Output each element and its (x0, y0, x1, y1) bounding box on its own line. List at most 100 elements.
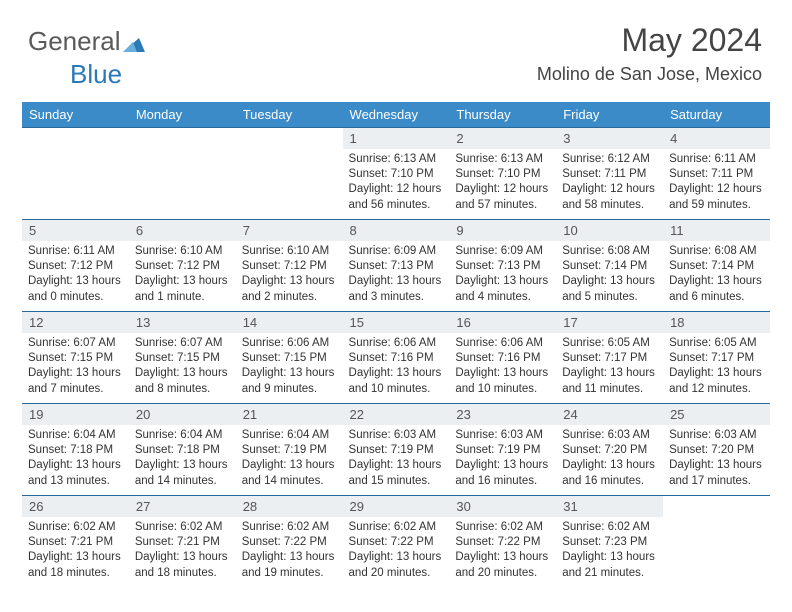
calendar-day-cell (129, 128, 236, 220)
calendar-day-cell: 29Sunrise: 6:02 AMSunset: 7:22 PMDayligh… (343, 496, 450, 588)
calendar-day-cell: 3Sunrise: 6:12 AMSunset: 7:11 PMDaylight… (556, 128, 663, 220)
day-details: Sunrise: 6:03 AMSunset: 7:20 PMDaylight:… (663, 425, 770, 493)
calendar-day-cell (663, 496, 770, 588)
day-number: 19 (22, 404, 129, 425)
calendar-day-cell: 7Sunrise: 6:10 AMSunset: 7:12 PMDaylight… (236, 220, 343, 312)
day-number: 20 (129, 404, 236, 425)
day-details: Sunrise: 6:09 AMSunset: 7:13 PMDaylight:… (449, 241, 556, 309)
calendar-day-cell: 19Sunrise: 6:04 AMSunset: 7:18 PMDayligh… (22, 404, 129, 496)
day-number: 14 (236, 312, 343, 333)
calendar-day-cell: 28Sunrise: 6:02 AMSunset: 7:22 PMDayligh… (236, 496, 343, 588)
day-number: 15 (343, 312, 450, 333)
calendar-week-row: 19Sunrise: 6:04 AMSunset: 7:18 PMDayligh… (22, 404, 770, 496)
weekday-header-row: Sunday Monday Tuesday Wednesday Thursday… (22, 102, 770, 128)
calendar-day-cell: 17Sunrise: 6:05 AMSunset: 7:17 PMDayligh… (556, 312, 663, 404)
day-number: 22 (343, 404, 450, 425)
calendar-day-cell: 23Sunrise: 6:03 AMSunset: 7:19 PMDayligh… (449, 404, 556, 496)
day-number: 8 (343, 220, 450, 241)
calendar-day-cell: 18Sunrise: 6:05 AMSunset: 7:17 PMDayligh… (663, 312, 770, 404)
day-number: 5 (22, 220, 129, 241)
calendar-day-cell: 26Sunrise: 6:02 AMSunset: 7:21 PMDayligh… (22, 496, 129, 588)
brand-part2: Blue (70, 59, 122, 89)
calendar-day-cell: 5Sunrise: 6:11 AMSunset: 7:12 PMDaylight… (22, 220, 129, 312)
day-details: Sunrise: 6:10 AMSunset: 7:12 PMDaylight:… (129, 241, 236, 309)
day-details: Sunrise: 6:08 AMSunset: 7:14 PMDaylight:… (556, 241, 663, 309)
day-number: 27 (129, 496, 236, 517)
day-number: 2 (449, 128, 556, 149)
day-details: Sunrise: 6:11 AMSunset: 7:12 PMDaylight:… (22, 241, 129, 309)
day-number: 6 (129, 220, 236, 241)
calendar-day-cell: 14Sunrise: 6:06 AMSunset: 7:15 PMDayligh… (236, 312, 343, 404)
day-details: Sunrise: 6:06 AMSunset: 7:15 PMDaylight:… (236, 333, 343, 401)
calendar-day-cell: 15Sunrise: 6:06 AMSunset: 7:16 PMDayligh… (343, 312, 450, 404)
calendar-week-row: 5Sunrise: 6:11 AMSunset: 7:12 PMDaylight… (22, 220, 770, 312)
day-details: Sunrise: 6:09 AMSunset: 7:13 PMDaylight:… (343, 241, 450, 309)
day-number: 4 (663, 128, 770, 149)
calendar-day-cell: 25Sunrise: 6:03 AMSunset: 7:20 PMDayligh… (663, 404, 770, 496)
day-number: 25 (663, 404, 770, 425)
calendar-day-cell: 6Sunrise: 6:10 AMSunset: 7:12 PMDaylight… (129, 220, 236, 312)
weekday-header: Tuesday (236, 102, 343, 128)
calendar-day-cell (236, 128, 343, 220)
day-details: Sunrise: 6:02 AMSunset: 7:22 PMDaylight:… (343, 517, 450, 585)
calendar-day-cell: 8Sunrise: 6:09 AMSunset: 7:13 PMDaylight… (343, 220, 450, 312)
day-number: 21 (236, 404, 343, 425)
day-number: 16 (449, 312, 556, 333)
day-details: Sunrise: 6:03 AMSunset: 7:19 PMDaylight:… (449, 425, 556, 493)
calendar-week-row: 26Sunrise: 6:02 AMSunset: 7:21 PMDayligh… (22, 496, 770, 588)
calendar-day-cell: 24Sunrise: 6:03 AMSunset: 7:20 PMDayligh… (556, 404, 663, 496)
calendar-day-cell: 13Sunrise: 6:07 AMSunset: 7:15 PMDayligh… (129, 312, 236, 404)
day-number: 11 (663, 220, 770, 241)
day-details: Sunrise: 6:05 AMSunset: 7:17 PMDaylight:… (663, 333, 770, 401)
day-details: Sunrise: 6:13 AMSunset: 7:10 PMDaylight:… (449, 149, 556, 217)
weekday-header: Wednesday (343, 102, 450, 128)
day-details: Sunrise: 6:11 AMSunset: 7:11 PMDaylight:… (663, 149, 770, 217)
day-details: Sunrise: 6:02 AMSunset: 7:21 PMDaylight:… (22, 517, 129, 585)
day-number: 12 (22, 312, 129, 333)
calendar-day-cell: 1Sunrise: 6:13 AMSunset: 7:10 PMDaylight… (343, 128, 450, 220)
day-number: 26 (22, 496, 129, 517)
weekday-header: Friday (556, 102, 663, 128)
day-details: Sunrise: 6:06 AMSunset: 7:16 PMDaylight:… (449, 333, 556, 401)
day-number: 29 (343, 496, 450, 517)
page-subtitle: Molino de San Jose, Mexico (537, 64, 762, 85)
day-details: Sunrise: 6:07 AMSunset: 7:15 PMDaylight:… (129, 333, 236, 401)
day-details: Sunrise: 6:12 AMSunset: 7:11 PMDaylight:… (556, 149, 663, 217)
calendar-day-cell: 31Sunrise: 6:02 AMSunset: 7:23 PMDayligh… (556, 496, 663, 588)
day-details: Sunrise: 6:04 AMSunset: 7:18 PMDaylight:… (129, 425, 236, 493)
day-number: 28 (236, 496, 343, 517)
calendar-week-row: 12Sunrise: 6:07 AMSunset: 7:15 PMDayligh… (22, 312, 770, 404)
day-details: Sunrise: 6:02 AMSunset: 7:23 PMDaylight:… (556, 517, 663, 585)
day-details: Sunrise: 6:02 AMSunset: 7:22 PMDaylight:… (236, 517, 343, 585)
calendar-day-cell: 20Sunrise: 6:04 AMSunset: 7:18 PMDayligh… (129, 404, 236, 496)
day-number: 18 (663, 312, 770, 333)
day-details: Sunrise: 6:06 AMSunset: 7:16 PMDaylight:… (343, 333, 450, 401)
day-details: Sunrise: 6:13 AMSunset: 7:10 PMDaylight:… (343, 149, 450, 217)
day-number: 10 (556, 220, 663, 241)
logo-triangle-icon (123, 28, 145, 59)
day-details: Sunrise: 6:02 AMSunset: 7:21 PMDaylight:… (129, 517, 236, 585)
brand-logo: General Blue (28, 26, 145, 90)
calendar-day-cell: 4Sunrise: 6:11 AMSunset: 7:11 PMDaylight… (663, 128, 770, 220)
day-number: 31 (556, 496, 663, 517)
day-number: 13 (129, 312, 236, 333)
calendar-week-row: 1Sunrise: 6:13 AMSunset: 7:10 PMDaylight… (22, 128, 770, 220)
calendar-day-cell: 22Sunrise: 6:03 AMSunset: 7:19 PMDayligh… (343, 404, 450, 496)
weekday-header: Saturday (663, 102, 770, 128)
day-details: Sunrise: 6:04 AMSunset: 7:18 PMDaylight:… (22, 425, 129, 493)
weekday-header: Monday (129, 102, 236, 128)
day-number: 23 (449, 404, 556, 425)
day-number: 30 (449, 496, 556, 517)
day-number: 24 (556, 404, 663, 425)
day-details: Sunrise: 6:03 AMSunset: 7:20 PMDaylight:… (556, 425, 663, 493)
calendar-day-cell: 27Sunrise: 6:02 AMSunset: 7:21 PMDayligh… (129, 496, 236, 588)
calendar-day-cell: 9Sunrise: 6:09 AMSunset: 7:13 PMDaylight… (449, 220, 556, 312)
day-details: Sunrise: 6:03 AMSunset: 7:19 PMDaylight:… (343, 425, 450, 493)
calendar-day-cell: 2Sunrise: 6:13 AMSunset: 7:10 PMDaylight… (449, 128, 556, 220)
day-number: 1 (343, 128, 450, 149)
day-number: 17 (556, 312, 663, 333)
day-details: Sunrise: 6:05 AMSunset: 7:17 PMDaylight:… (556, 333, 663, 401)
day-details: Sunrise: 6:02 AMSunset: 7:22 PMDaylight:… (449, 517, 556, 585)
day-number: 7 (236, 220, 343, 241)
day-details: Sunrise: 6:08 AMSunset: 7:14 PMDaylight:… (663, 241, 770, 309)
